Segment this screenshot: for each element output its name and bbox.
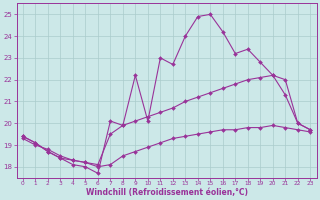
- X-axis label: Windchill (Refroidissement éolien,°C): Windchill (Refroidissement éolien,°C): [85, 188, 248, 197]
